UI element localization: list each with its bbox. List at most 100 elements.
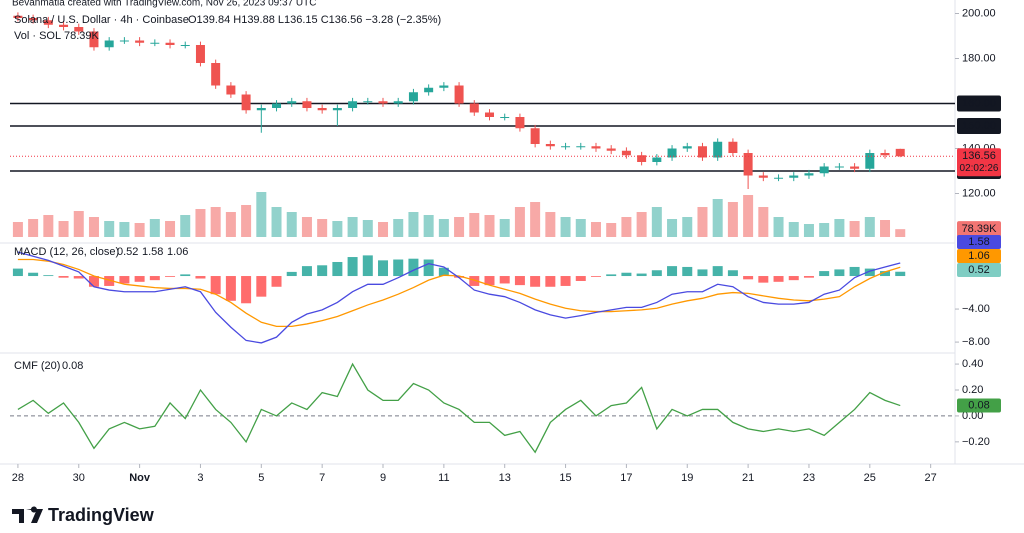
plot: 120.00140.00180.00200.00−4.00−8.000.400.… xyxy=(10,7,1001,484)
volume-bar xyxy=(256,192,267,237)
macd-histogram-bar xyxy=(149,276,160,281)
candle-body xyxy=(591,146,601,149)
value-box xyxy=(957,263,1001,277)
candle-body xyxy=(150,42,160,44)
macd-histogram-bar xyxy=(743,276,754,280)
volume-bar xyxy=(803,224,814,237)
volume-bar xyxy=(697,207,708,237)
y-tick-label: 0.40 xyxy=(962,358,983,370)
volume-bar xyxy=(712,199,723,237)
macd-histogram-bar xyxy=(621,272,632,277)
x-tick-label: 3 xyxy=(197,472,203,484)
x-tick-label: 23 xyxy=(803,472,815,484)
macd-histogram-bar xyxy=(773,276,784,282)
macd-histogram-bar xyxy=(423,259,434,277)
volume-bar xyxy=(849,221,860,237)
volume-bar xyxy=(286,212,297,237)
volume-bar xyxy=(621,217,632,237)
macd-histogram-bar xyxy=(788,276,799,281)
volume-bar xyxy=(28,219,39,237)
volume-bar xyxy=(773,217,784,237)
y-tick-label: 120.00 xyxy=(962,187,996,199)
candle-body xyxy=(865,153,875,169)
macd-histogram-bar xyxy=(834,269,845,277)
volume-title: Vol · SOL xyxy=(14,30,61,42)
y-tick-label: −4.00 xyxy=(962,303,990,315)
candle-body xyxy=(804,173,814,176)
candle-body xyxy=(743,153,753,176)
value-box-label: 1.58 xyxy=(968,236,989,248)
symbol: Solana / U.S. Dollar · 4h · Coinbase xyxy=(14,14,189,26)
macd-histogram-bar xyxy=(378,260,389,277)
volume-bar xyxy=(180,215,191,237)
candle-body xyxy=(545,144,555,147)
value-box-label: 0.08 xyxy=(968,399,989,411)
macd-histogram-bar xyxy=(104,276,115,286)
candle-body xyxy=(195,45,205,63)
value-box xyxy=(957,235,1001,249)
candle-body xyxy=(13,15,23,18)
volume-bar xyxy=(43,215,54,237)
macd-hist-last: 0.52 xyxy=(117,246,138,258)
macd-histogram-bar xyxy=(469,276,480,286)
macd-histogram-bar xyxy=(514,276,525,286)
volume-bar xyxy=(134,223,145,237)
candle-body xyxy=(819,166,829,174)
volume-bar xyxy=(195,209,206,237)
value-box xyxy=(957,398,1001,413)
value-box-label: 0.52 xyxy=(968,264,989,276)
x-tick-label: 15 xyxy=(559,472,571,484)
volume-bar xyxy=(895,229,906,237)
macd-histogram-bar xyxy=(241,276,252,304)
macd-histogram-bar xyxy=(864,268,875,277)
volume-bar xyxy=(12,222,23,237)
volume-bar xyxy=(469,213,480,237)
volume-bar xyxy=(119,222,130,237)
candle-body xyxy=(515,117,525,129)
x-tick-label: 7 xyxy=(319,472,325,484)
macd-histogram-bar xyxy=(28,272,39,277)
volume-bar xyxy=(667,219,678,237)
candle-body xyxy=(43,20,53,25)
volume-last-label: 78.39K xyxy=(962,223,998,235)
candle-body xyxy=(850,166,860,169)
signal-last: 1.06 xyxy=(167,246,188,258)
macd-histogram-bar xyxy=(849,266,860,277)
macd-histogram-bar xyxy=(301,266,312,277)
cmf-title: CMF (20) xyxy=(14,360,60,372)
volume-bar xyxy=(73,211,84,237)
macd-histogram-bar xyxy=(256,276,267,297)
volume-bar xyxy=(788,222,799,237)
macd-histogram-bar xyxy=(819,271,830,277)
countdown: 02:02:26 xyxy=(960,163,999,174)
volume-bar xyxy=(560,217,571,237)
signal-line xyxy=(17,258,901,328)
candle-body xyxy=(89,31,99,48)
candle-body xyxy=(758,175,768,178)
candle-body xyxy=(895,148,905,157)
macd-histogram-bar xyxy=(210,276,221,295)
candle-body xyxy=(789,175,799,178)
volume-bar xyxy=(530,202,541,237)
cmf-line xyxy=(17,362,901,454)
candle-body xyxy=(606,148,616,151)
macd-histogram-bar xyxy=(73,276,84,279)
macd-histogram-bar xyxy=(682,266,693,277)
macd-histogram-bar xyxy=(697,269,708,277)
y-tick-label: 200.00 xyxy=(962,7,996,19)
macd-histogram-bar xyxy=(895,271,906,277)
candle-body xyxy=(484,112,494,117)
macd-histogram-bar xyxy=(606,274,617,277)
candle-body xyxy=(774,177,784,179)
volume-bar xyxy=(545,212,556,237)
x-tick-label: Nov xyxy=(129,472,151,484)
candle-body xyxy=(226,85,236,95)
macd-histogram-bar xyxy=(195,276,206,279)
volume-bar xyxy=(58,221,69,237)
macd-line-last: 1.58 xyxy=(142,246,163,258)
candle-body xyxy=(530,128,540,144)
macd-histogram-bar xyxy=(712,266,723,277)
macd-histogram-bar xyxy=(499,276,510,284)
candle-body xyxy=(241,94,251,111)
